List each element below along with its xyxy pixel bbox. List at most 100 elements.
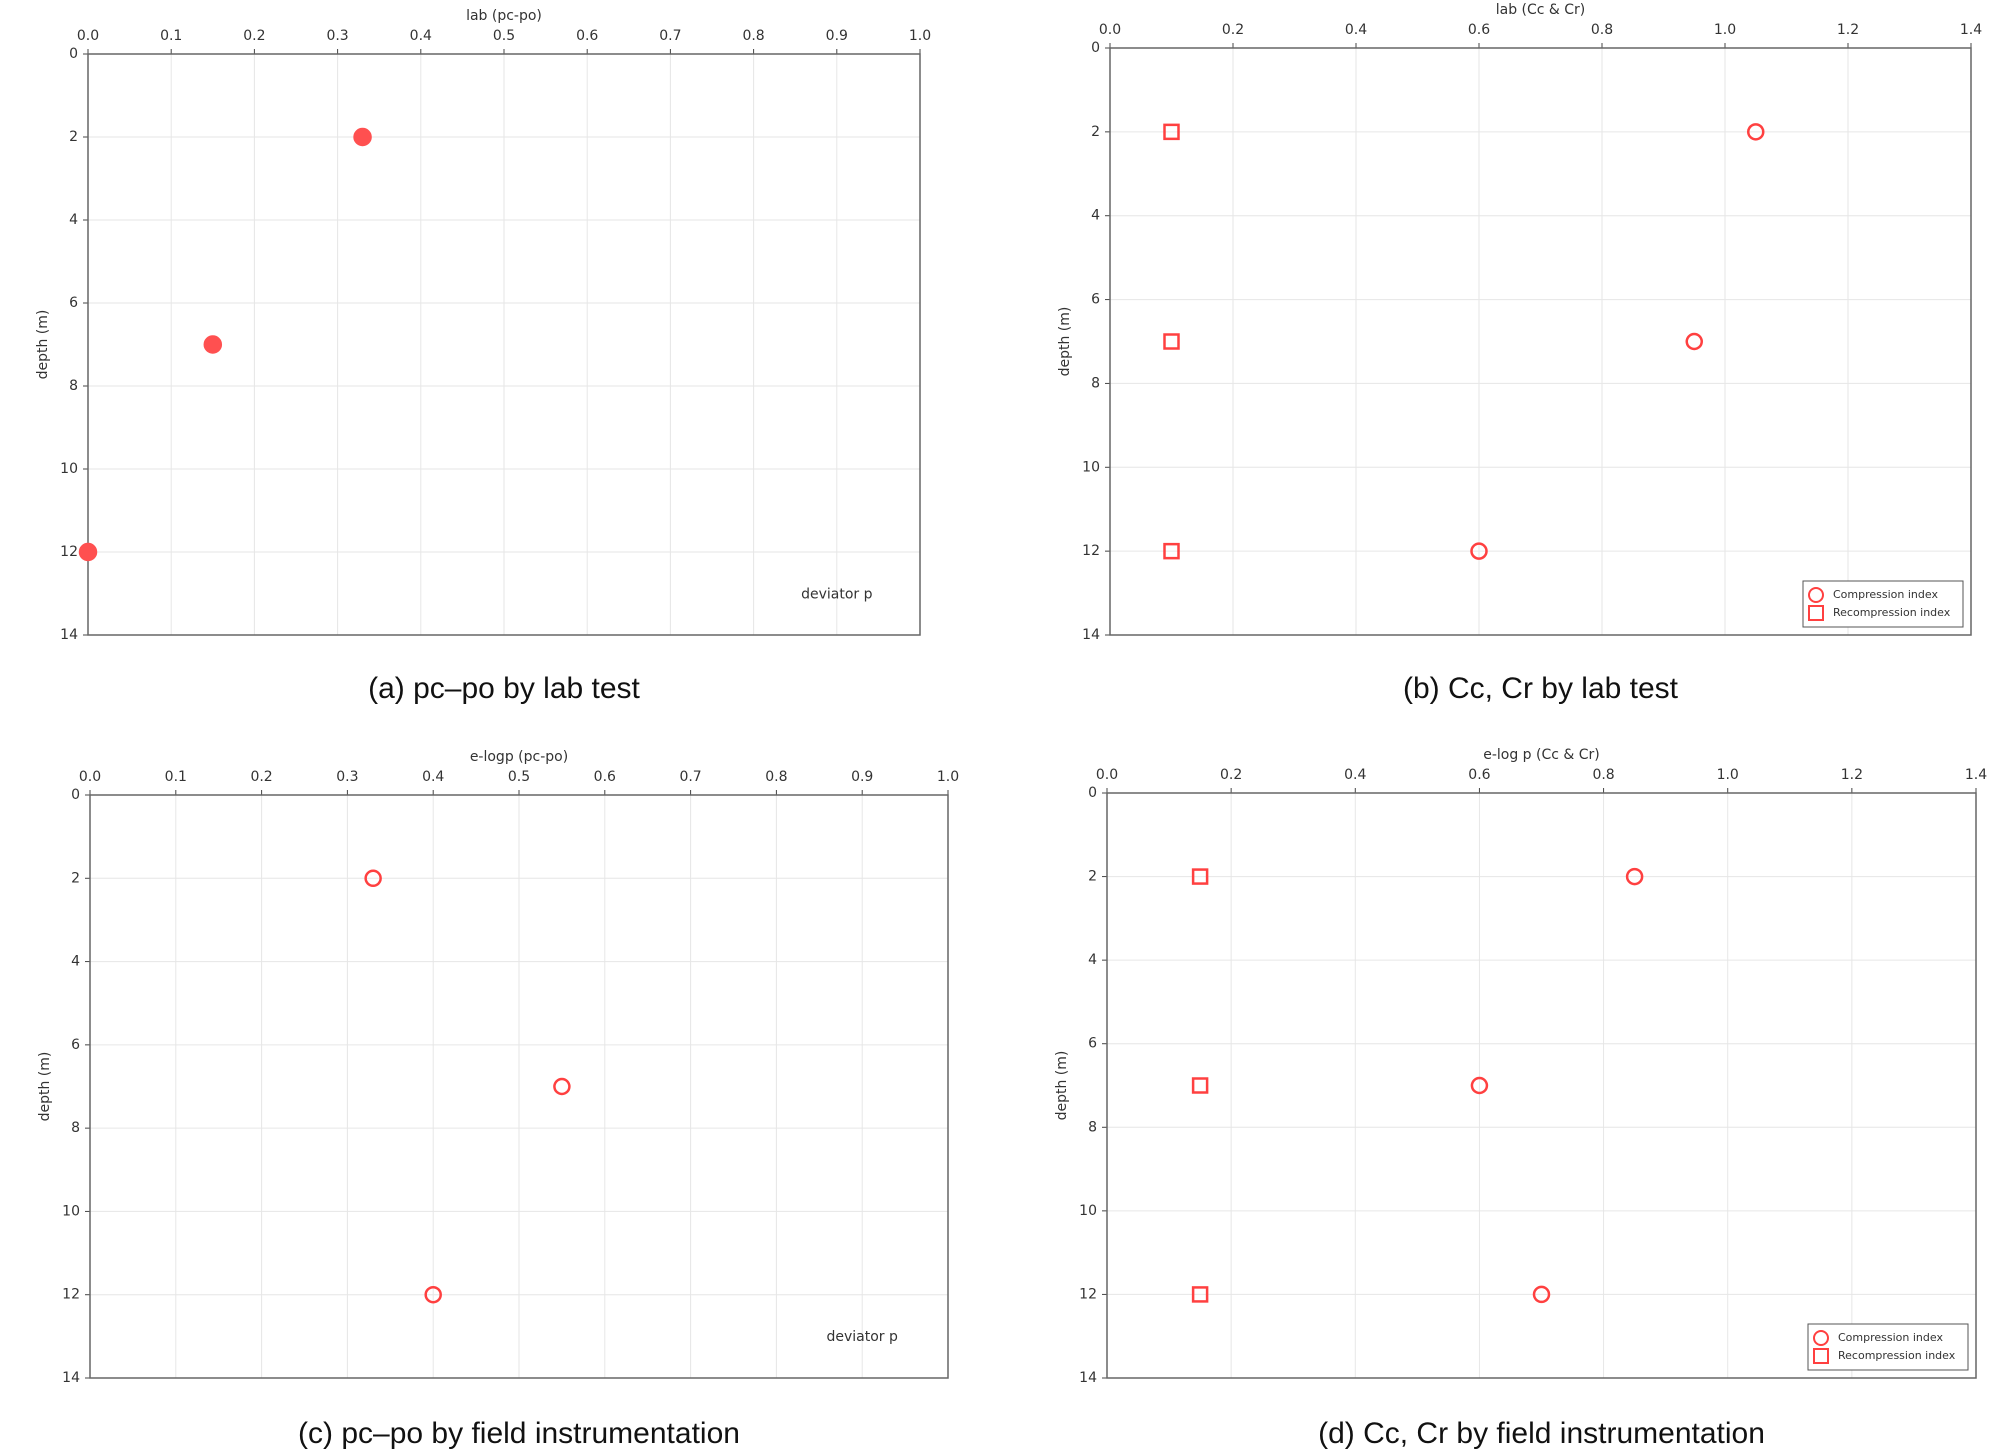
y-tick-label: 6 bbox=[1091, 292, 1100, 308]
legend-label: Compression index bbox=[1838, 1331, 1943, 1344]
x-tick-label: 1.0 bbox=[937, 769, 959, 785]
legend-marker bbox=[1813, 1348, 1829, 1364]
x-tick-label: 1.2 bbox=[1837, 22, 1859, 38]
annotation: deviator p bbox=[801, 586, 873, 602]
x-tick-label: 1.0 bbox=[1717, 767, 1739, 783]
marker bbox=[1163, 542, 1180, 560]
legend-label: Recompression index bbox=[1838, 1349, 1956, 1362]
y-tick-label: 0 bbox=[1088, 785, 1097, 801]
x-tick-label: 0.6 bbox=[1468, 22, 1490, 38]
axis-title: lab (pc-po) bbox=[466, 8, 542, 24]
y-tick-label: 14 bbox=[1082, 627, 1100, 643]
chart-panel: 0.0 0.1 0.2 0.3 0.4 0.5 0.6 0.7 0.8 0.9 1.0 0 2 4 6 8 10… bbox=[35, 8, 931, 705]
x-tick-label: 0.7 bbox=[679, 769, 701, 785]
x-tick-label: 0.1 bbox=[160, 28, 182, 44]
axis-title: e-log p (Cc & Cr) bbox=[1483, 747, 1600, 763]
x-tick-label: 0.6 bbox=[576, 28, 598, 44]
x-tick-label: 0.1 bbox=[165, 769, 187, 785]
y-tick-label: 10 bbox=[1079, 1203, 1097, 1219]
y-tick-label: 2 bbox=[69, 129, 78, 145]
x-tick-label: 0.0 bbox=[79, 769, 101, 785]
marker bbox=[1625, 867, 1644, 886]
axis-title: lab (Cc & Cr) bbox=[1496, 2, 1586, 18]
x-tick-label: 0.0 bbox=[1096, 767, 1118, 783]
y-axis-label: depth (m) bbox=[1057, 307, 1073, 377]
marker bbox=[1685, 332, 1703, 351]
plot-frame bbox=[89, 794, 949, 1379]
x-tick-label: 0.4 bbox=[422, 769, 444, 785]
legend-label: Compression index bbox=[1833, 588, 1938, 601]
legend: Compression index Recompression index bbox=[1807, 1323, 1969, 1371]
x-tick-label: 0.6 bbox=[594, 769, 616, 785]
marker bbox=[424, 1285, 442, 1304]
x-tick-label: 0.8 bbox=[1592, 767, 1614, 783]
x-tick-label: 0.2 bbox=[1222, 22, 1244, 38]
legend-box bbox=[1807, 1323, 1969, 1371]
y-axis-label: depth (m) bbox=[1054, 1051, 1070, 1121]
y-tick-label: 8 bbox=[69, 378, 78, 394]
x-tick-label: 0.4 bbox=[1344, 767, 1366, 783]
y-tick-label: 0 bbox=[69, 46, 78, 62]
y-tick-label: 4 bbox=[71, 954, 80, 970]
y-tick-label: 14 bbox=[1079, 1370, 1097, 1386]
x-tick-label: 1.0 bbox=[909, 28, 931, 44]
y-tick-label: 12 bbox=[1082, 543, 1100, 559]
caption: (d) Cc, Cr by field instrumentation bbox=[1318, 1417, 1765, 1449]
y-tick-label: 4 bbox=[69, 212, 78, 228]
marker bbox=[1191, 1286, 1209, 1303]
marker bbox=[203, 335, 223, 354]
chart-panel: 0.0 0.2 0.4 0.6 0.8 1.0 1.2 1.4 0 2 4 6 8 10 12 14 e-log… bbox=[1054, 747, 1987, 1449]
marker bbox=[1163, 333, 1180, 350]
x-tick-label: 1.2 bbox=[1841, 767, 1863, 783]
y-tick-label: 2 bbox=[1091, 124, 1100, 140]
x-tick-label: 1.4 bbox=[1960, 22, 1982, 38]
marker bbox=[1747, 123, 1765, 141]
y-tick-label: 12 bbox=[1079, 1286, 1097, 1302]
marker bbox=[1163, 123, 1180, 141]
x-tick-label: 0.4 bbox=[410, 28, 432, 44]
legend-marker bbox=[1813, 1330, 1829, 1346]
marker bbox=[78, 542, 98, 562]
plot-frame bbox=[87, 53, 921, 636]
legend-marker bbox=[1808, 605, 1824, 621]
x-tick-label: 0.6 bbox=[1468, 767, 1490, 783]
marker bbox=[1191, 868, 1209, 885]
x-tick-label: 0.2 bbox=[1220, 767, 1242, 783]
x-tick-label: 0.2 bbox=[243, 28, 265, 44]
x-tick-label: 0.8 bbox=[742, 28, 764, 44]
marker bbox=[1532, 1285, 1551, 1304]
marker bbox=[1470, 542, 1488, 560]
x-tick-label: 0.0 bbox=[77, 28, 99, 44]
y-tick-label: 4 bbox=[1088, 952, 1097, 968]
x-tick-label: 0.2 bbox=[250, 769, 272, 785]
y-tick-label: 6 bbox=[1088, 1036, 1097, 1052]
y-tick-label: 10 bbox=[1082, 459, 1100, 475]
x-tick-label: 0.3 bbox=[326, 28, 348, 44]
marker bbox=[1470, 1076, 1489, 1095]
legend-marker bbox=[1808, 587, 1824, 603]
y-axis-label: depth (m) bbox=[35, 310, 51, 380]
y-tick-label: 8 bbox=[1088, 1119, 1097, 1135]
y-tick-label: 8 bbox=[71, 1120, 80, 1136]
marker bbox=[364, 869, 382, 888]
x-tick-label: 0.5 bbox=[493, 28, 515, 44]
legend: Compression index Recompression index bbox=[1802, 580, 1964, 628]
y-tick-label: 12 bbox=[60, 544, 78, 560]
y-tick-label: 14 bbox=[60, 627, 78, 643]
caption: (b) Cc, Cr by lab test bbox=[1403, 672, 1679, 705]
x-tick-label: 0.3 bbox=[336, 769, 358, 785]
x-tick-label: 0.9 bbox=[826, 28, 848, 44]
annotation: deviator p bbox=[826, 1329, 898, 1345]
plot-frame bbox=[1109, 47, 1972, 636]
marker bbox=[553, 1077, 571, 1096]
y-tick-label: 14 bbox=[62, 1370, 80, 1386]
y-tick-label: 10 bbox=[60, 461, 78, 477]
chart-panel: 0.0 0.2 0.4 0.6 0.8 1.0 1.2 1.4 0 2 4 6 8 10 12 14 lab (… bbox=[1057, 2, 1982, 705]
y-tick-label: 0 bbox=[71, 787, 80, 803]
x-tick-label: 0.0 bbox=[1099, 22, 1121, 38]
marker bbox=[1191, 1077, 1209, 1094]
plot-frame bbox=[1106, 792, 1977, 1379]
y-axis-label: depth (m) bbox=[37, 1052, 53, 1122]
axis-title: e-logp (pc-po) bbox=[470, 749, 568, 765]
